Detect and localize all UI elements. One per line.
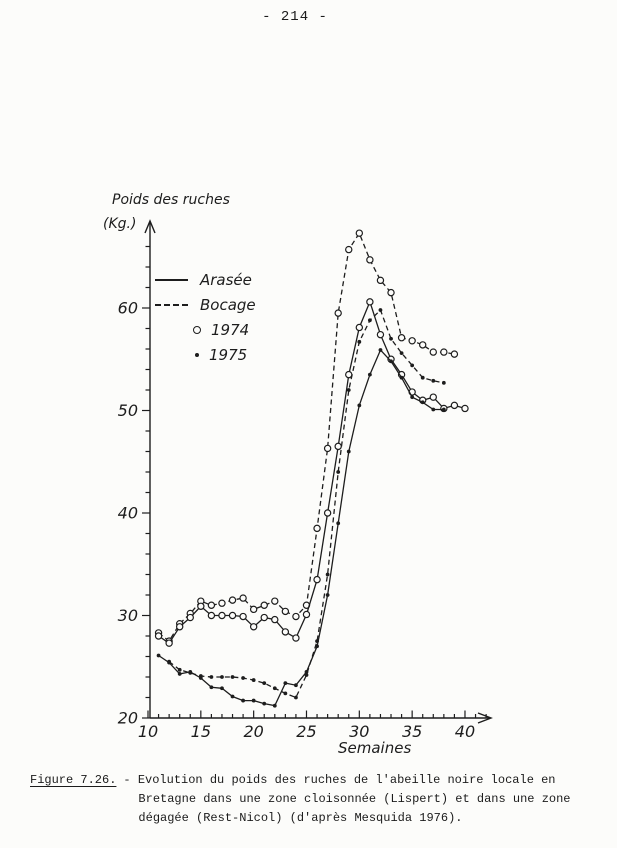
y-tick-label: 60 <box>118 299 138 318</box>
y-axis-unit: (Kg.) <box>103 216 137 232</box>
caption-line: dégagée (Rest-Nicol) (d'après Mesquida 1… <box>138 811 463 825</box>
legend-label-1974: 1974 <box>211 321 250 339</box>
legend-row-bocage: Bocage <box>155 294 256 316</box>
figure-caption: Figure 7.26. - Evolution du poids des ru… <box>30 771 608 828</box>
caption-line: Bretagne dans une zone cloisonnée (Lispe… <box>138 792 571 806</box>
series-markers-bocage-1974 <box>154 229 459 645</box>
y-axis-arrow-icon <box>144 219 156 234</box>
figure-label: Figure 7.26. <box>30 773 117 787</box>
legend-row-1975: 1975 <box>155 344 256 366</box>
y-axis-title: Poids des ruches <box>112 192 230 208</box>
legend-label-arasee: Arasée <box>200 271 252 289</box>
open-circle-marker-icon <box>193 326 201 334</box>
y-tick-label: 50 <box>118 401 138 420</box>
legend-row-1974: 1974 <box>155 319 256 341</box>
series-bocage-1975 <box>167 308 446 700</box>
solid-line-icon <box>155 279 188 281</box>
x-tick-label: 10 <box>138 722 158 741</box>
x-tick-label: 35 <box>402 722 422 741</box>
legend-label-1975: 1975 <box>209 346 248 364</box>
series-arasee-1975 <box>156 348 446 708</box>
caption-text: - Evolution du poids des ruches de l'abe… <box>123 771 570 828</box>
axis-ticks <box>142 245 487 719</box>
y-tick-label: 20 <box>118 709 138 728</box>
x-axis-title: Semaines <box>338 739 412 757</box>
y-tick-label: 40 <box>118 504 138 523</box>
chart-legend: Arasée Bocage 1974 1975 <box>155 269 256 366</box>
y-tick-label: 30 <box>118 606 138 625</box>
caption-line: - Evolution du poids des ruches de l'abe… <box>123 773 556 787</box>
x-tick-label: 20 <box>243 722 263 741</box>
dashed-line-icon <box>155 304 188 306</box>
x-tick-label: 15 <box>191 722 211 741</box>
page-number: - 214 - <box>262 9 328 25</box>
x-tick-label: 40 <box>455 722 475 741</box>
series-markers-arasee-1975 <box>156 348 446 708</box>
filled-dot-marker-icon <box>195 353 199 357</box>
legend-label-bocage: Bocage <box>200 296 256 314</box>
x-axis-arrow-icon <box>477 712 493 724</box>
legend-row-arasee: Arasée <box>155 269 256 291</box>
x-tick-label: 30 <box>349 722 369 741</box>
x-tick-label: 25 <box>296 722 316 741</box>
tick-labels: 20 30 40 50 60 10 15 20 25 30 35 40 <box>118 299 476 742</box>
series-markers-bocage-1975 <box>167 308 446 700</box>
series-bocage-1974 <box>154 229 459 645</box>
